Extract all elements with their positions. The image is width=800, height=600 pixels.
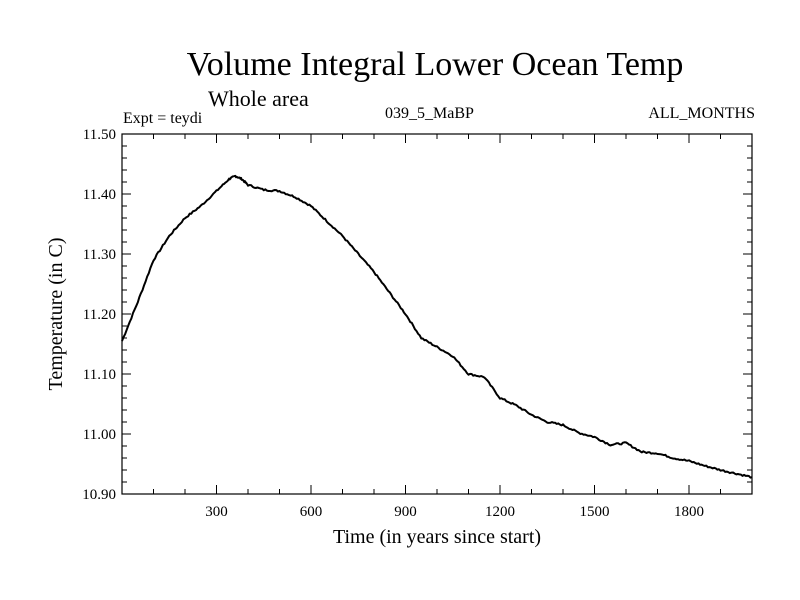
x-tick-label: 1500 [580,504,610,520]
series-line-teydi [121,174,753,479]
chart-title: Volume Integral Lower Ocean Temp [186,46,684,83]
ticks-layer [122,134,752,494]
y-axis-label: Temperature (in C) [45,238,67,391]
y-tick-label: 11.50 [83,127,116,143]
y-tick-label: 11.20 [83,307,116,323]
tick-labels-layer: 300 600 900 1200 1500 1800 10.90 11.00 11.10 11.2… [82,127,704,520]
chart-subtitle: Whole area [208,86,309,111]
y-tick-label: 11.00 [83,427,116,443]
x-tick-label: 600 [300,504,323,520]
months-label: ALL_MONTHS [648,105,755,122]
x-axis-label: Time (in years since start) [333,526,541,548]
experiment-label: Expt = teydi [123,110,203,127]
y-tick-label: 11.40 [83,187,116,203]
run-label: 039_5_MaBP [385,105,474,122]
x-tick-label: 900 [394,504,417,520]
y-tick-label: 11.30 [83,247,116,263]
y-tick-label: 10.90 [82,487,116,503]
plot-frame [121,133,753,495]
x-tick-label: 1800 [674,504,704,520]
y-tick-label: 11.10 [83,367,116,383]
x-tick-label: 300 [205,504,228,520]
x-tick-label: 1200 [485,504,515,520]
